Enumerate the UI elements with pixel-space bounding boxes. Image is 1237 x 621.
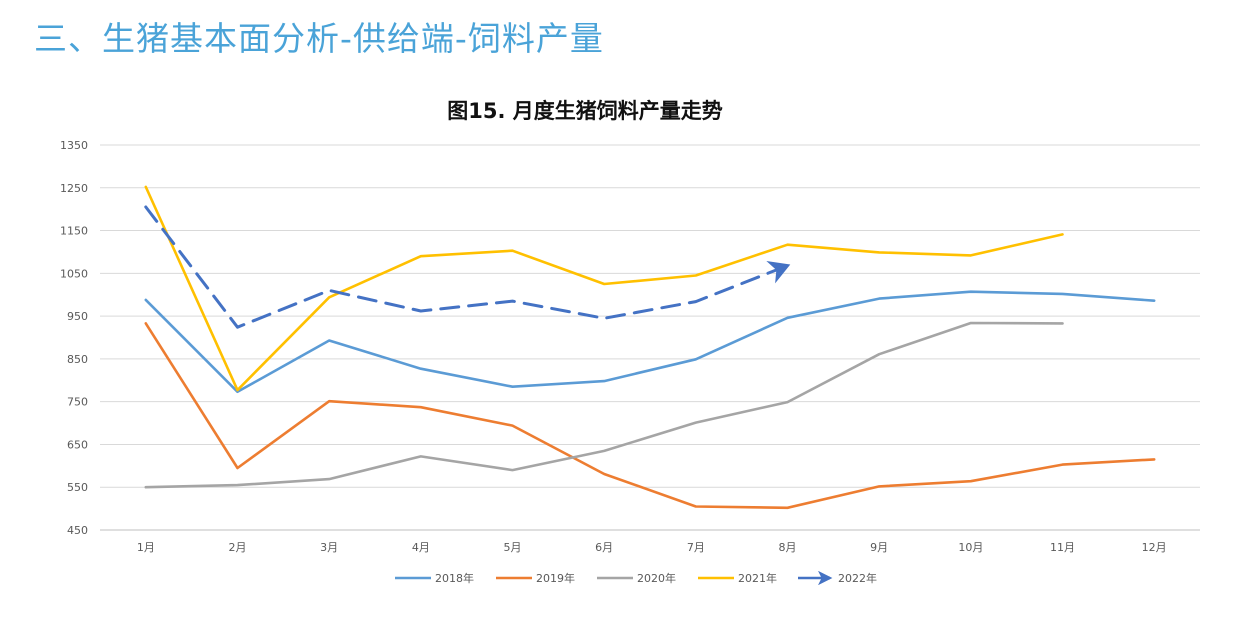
y-tick-label: 1250 [60, 182, 88, 195]
legend-item: 2019年 [496, 571, 575, 585]
y-tick-label: 1150 [60, 225, 88, 238]
y-tick-label: 650 [67, 438, 88, 451]
legend-item: 2018年 [395, 571, 474, 585]
x-tick-label: 2月 [229, 541, 247, 554]
legend-label: 2018年 [435, 571, 474, 585]
series-line-2018年 [144, 290, 1156, 394]
x-tick-label: 8月 [779, 541, 797, 554]
y-tick-label: 550 [67, 481, 88, 494]
legend-label: 2022年 [838, 571, 877, 585]
y-tick-label: 1350 [60, 139, 88, 152]
x-tick-label: 5月 [504, 541, 522, 554]
legend-label: 2020年 [637, 571, 676, 585]
x-tick-label: 11月 [1050, 541, 1075, 554]
chart-title: 图15. 月度生猪饲料产量走势 [447, 99, 723, 123]
x-tick-label: 7月 [687, 541, 705, 554]
x-tick-label: 10月 [958, 541, 983, 554]
x-tick-label: 4月 [412, 541, 430, 554]
x-tick-label: 9月 [870, 541, 888, 554]
legend-item: 2020年 [597, 571, 676, 585]
y-tick-label: 850 [67, 353, 88, 366]
series-line-2021年 [144, 185, 1064, 392]
series-line-2022年 [144, 205, 791, 329]
legend-label: 2021年 [738, 571, 777, 585]
y-tick-label: 1050 [60, 267, 88, 280]
legend-label: 2019年 [536, 571, 575, 585]
legend-item: 2021年 [698, 571, 777, 585]
y-tick-label: 450 [67, 524, 88, 537]
page-title: 三、生猪基本面分析-供给端-饲料产量 [34, 19, 604, 58]
x-tick-label: 1月 [137, 541, 155, 554]
series-line-2020年 [144, 321, 1064, 489]
y-tick-label: 950 [67, 310, 88, 323]
x-tick-label: 12月 [1142, 541, 1167, 554]
legend-item: 2022年 [798, 570, 877, 586]
x-tick-label: 6月 [595, 541, 613, 554]
series-line-2019年 [144, 322, 1156, 510]
x-tick-label: 3月 [320, 541, 338, 554]
y-tick-label: 750 [67, 396, 88, 409]
